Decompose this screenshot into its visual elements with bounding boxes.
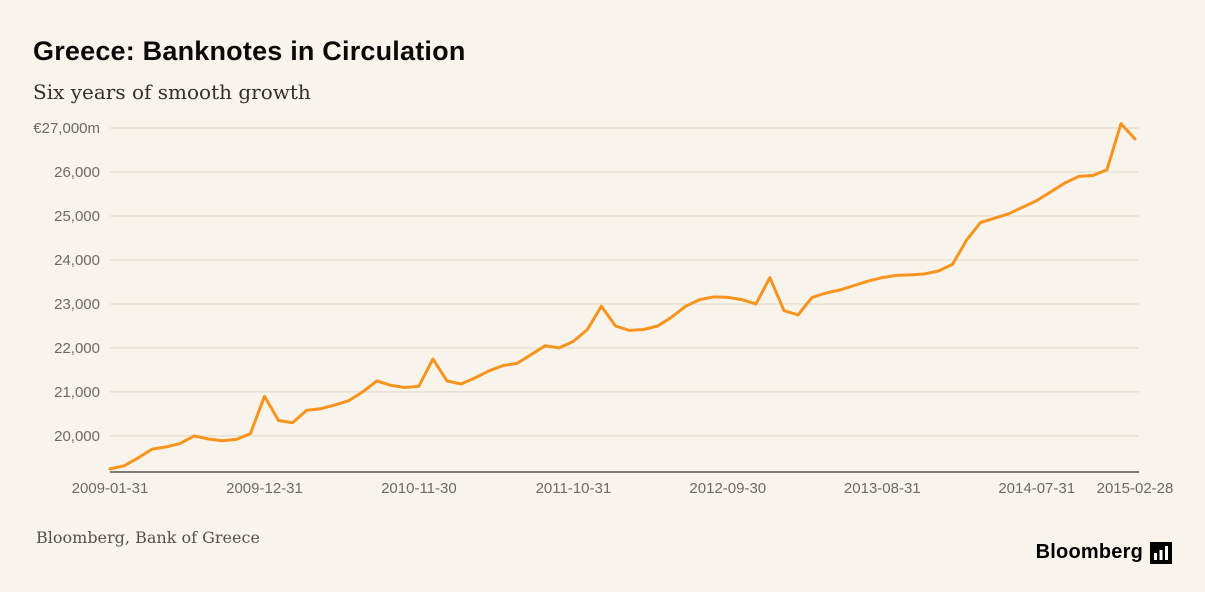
y-axis-tick-label: 20,000: [54, 428, 100, 445]
chart-subtitle: Six years of smooth growth: [33, 80, 311, 104]
y-axis-tick-label: 25,000: [54, 208, 100, 225]
bar-chart-icon: [1150, 541, 1172, 564]
y-axis-tick-label: €27,000m: [33, 120, 100, 137]
y-axis-tick-label: 23,000: [54, 296, 100, 313]
y-axis-tick-label: 26,000: [54, 164, 100, 181]
chart-title: Greece: Banknotes in Circulation: [33, 36, 466, 66]
x-axis-tick-label: 2013-08-31: [844, 480, 921, 497]
bloomberg-logo: Bloomberg: [1036, 541, 1172, 564]
x-axis-tick-label: 2014-07-31: [998, 480, 1075, 497]
source-credit: Bloomberg, Bank of Greece: [36, 528, 260, 547]
bloomberg-logo-text: Bloomberg: [1035, 541, 1143, 563]
x-axis-tick-label: 2012-09-30: [689, 480, 766, 497]
x-axis-tick-label: 2010-11-30: [381, 480, 457, 497]
banknotes-series-line: [108, 122, 1137, 471]
x-axis-tick-label: 2015-02-28: [1097, 480, 1174, 497]
y-axis-tick-label: 22,000: [54, 340, 100, 357]
x-axis-tick-label: 2009-01-31: [72, 480, 149, 497]
y-axis-tick-label: 21,000: [54, 384, 100, 401]
y-axis-tick-label: 24,000: [54, 252, 100, 269]
x-axis-tick-label: 2011-10-31: [536, 480, 612, 497]
x-axis-tick-label: 2009-12-31: [226, 480, 303, 497]
